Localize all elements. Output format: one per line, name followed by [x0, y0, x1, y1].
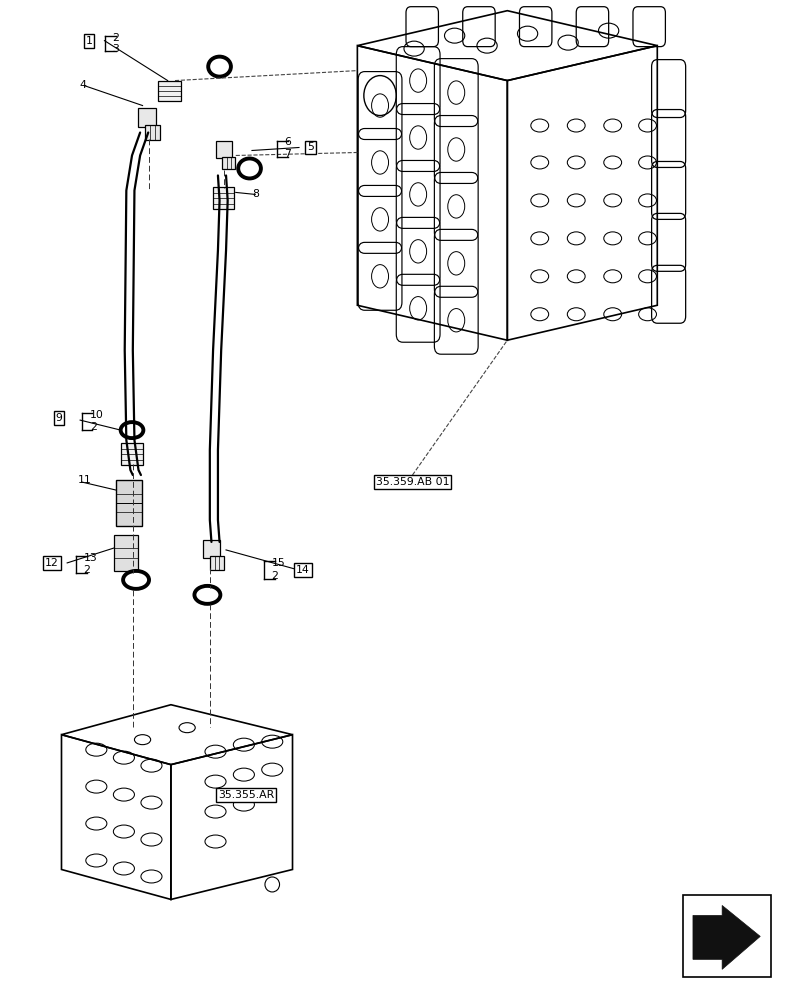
Text: 2: 2 — [90, 422, 97, 432]
Text: 15: 15 — [271, 558, 285, 568]
Bar — [210, 556, 223, 570]
Text: 2: 2 — [113, 33, 119, 43]
Text: 10: 10 — [90, 410, 104, 420]
Bar — [137, 108, 156, 127]
Bar — [222, 157, 234, 169]
Text: 13: 13 — [84, 553, 97, 563]
Text: 35.355.AR: 35.355.AR — [218, 790, 274, 800]
Text: 8: 8 — [251, 189, 259, 199]
Text: 12: 12 — [45, 558, 58, 568]
Bar — [216, 141, 231, 158]
Bar — [682, 895, 770, 977]
Text: 6: 6 — [284, 137, 291, 147]
Text: 5: 5 — [307, 142, 313, 152]
Text: 9: 9 — [55, 413, 62, 423]
Bar — [145, 125, 160, 140]
Polygon shape — [692, 905, 759, 969]
Text: 2: 2 — [271, 571, 278, 581]
Text: 35.359.AB 01: 35.359.AB 01 — [375, 477, 448, 487]
Text: 11: 11 — [78, 475, 92, 485]
Text: 1: 1 — [85, 36, 92, 46]
Bar — [116, 480, 142, 526]
Text: 7: 7 — [284, 149, 291, 159]
Text: 3: 3 — [113, 44, 119, 54]
Bar — [114, 535, 139, 571]
Text: 2: 2 — [84, 565, 90, 575]
Bar — [203, 540, 220, 558]
Text: 14: 14 — [296, 565, 310, 575]
Bar — [212, 187, 234, 209]
Text: 4: 4 — [79, 80, 86, 90]
Bar — [158, 81, 180, 101]
Bar — [121, 443, 144, 465]
